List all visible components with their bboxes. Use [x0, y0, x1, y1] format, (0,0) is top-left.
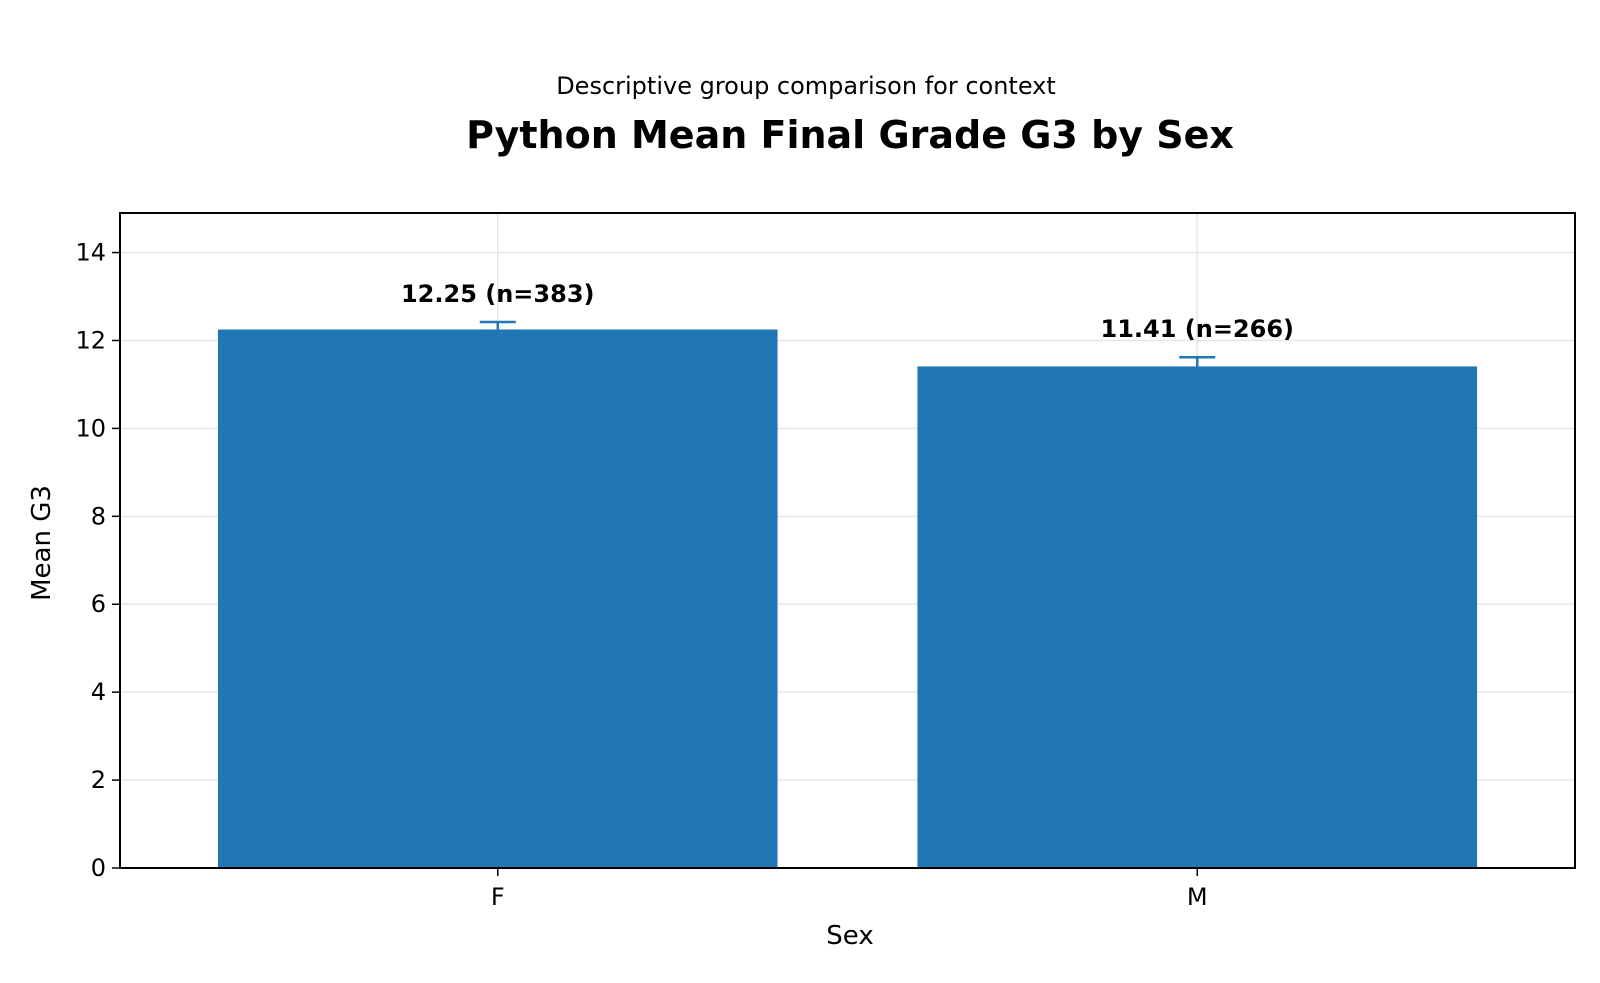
x-tick-label: F — [491, 883, 505, 911]
bar-F — [217, 329, 778, 868]
data-label: 11.41 (n=266) — [1101, 315, 1295, 343]
bars — [217, 329, 1478, 868]
y-tick-label: 0 — [91, 854, 106, 882]
chart-title: Python Mean Final Grade G3 by Sex — [466, 113, 1234, 157]
plot-frame — [119, 212, 1576, 869]
y-tick-label: 6 — [91, 590, 106, 618]
y-tick-label: 2 — [91, 766, 106, 794]
y-tick-label: 10 — [75, 414, 106, 442]
x-axis-label: Sex — [826, 921, 873, 951]
x-tick-label: M — [1187, 883, 1208, 911]
bar-M — [917, 366, 1478, 868]
data-labels: 12.25 (n=383) 11.41 (n=266) — [401, 280, 1294, 343]
y-axis-label: Mean G3 — [27, 485, 57, 601]
axes: 0 2 4 6 8 10 12 14 F M — [75, 212, 1576, 911]
y-tick-label: 4 — [91, 678, 106, 706]
data-label: 12.25 (n=383) — [401, 280, 595, 308]
chart-subtitle: Descriptive group comparison for context — [556, 72, 1056, 100]
y-tick-label: 8 — [91, 502, 106, 530]
y-tick-label: 12 — [75, 326, 106, 354]
error-bars — [479, 320, 1216, 377]
y-tick-label: 14 — [75, 239, 106, 267]
